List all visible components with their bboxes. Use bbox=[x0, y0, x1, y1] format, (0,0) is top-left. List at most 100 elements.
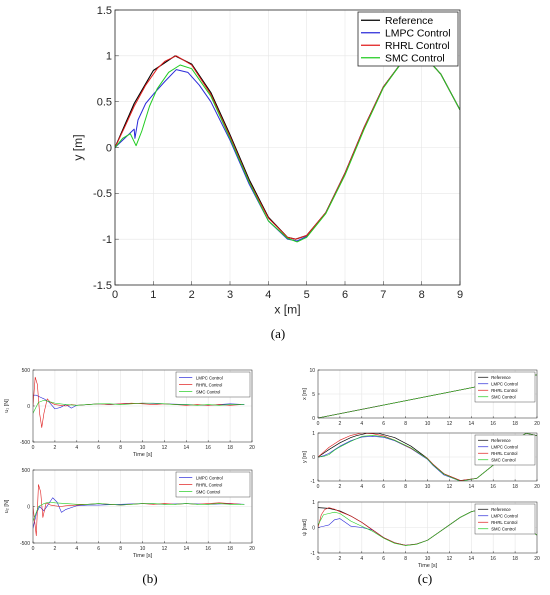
x-tick-label: 16 bbox=[205, 445, 211, 451]
x-tick-label: 16 bbox=[205, 546, 211, 552]
x-tick-label: 16 bbox=[490, 421, 496, 427]
y-tick-label: 0 bbox=[106, 142, 112, 154]
x-tick-label: 12 bbox=[162, 445, 168, 451]
legend-label-smc-control: SMC Control bbox=[385, 54, 445, 65]
y-tick-label: 5 bbox=[312, 392, 315, 398]
x-tick-label: 20 bbox=[534, 421, 540, 427]
x-tick-label: 2 bbox=[339, 421, 342, 427]
x-tick-label: 14 bbox=[184, 546, 190, 552]
legend-label-reference: Reference bbox=[491, 438, 511, 443]
x-tick-label: 8 bbox=[119, 445, 122, 451]
x-tick-label: 18 bbox=[227, 445, 233, 451]
y-tick-label: 0 bbox=[27, 504, 30, 510]
x-tick-label: 6 bbox=[342, 289, 348, 301]
legend-label-smc-control: SMC Control bbox=[491, 458, 515, 463]
y-tick-label: 0 bbox=[312, 525, 315, 531]
x-tick-label: 10 bbox=[425, 421, 431, 427]
x-tick-label: 10 bbox=[425, 556, 431, 562]
y-axis-label: ψ [rad] bbox=[302, 519, 308, 536]
legend-label-lmpc-control: LMPC Control bbox=[196, 475, 223, 480]
legend-label-smc-control: SMC Control bbox=[491, 395, 515, 400]
series-line-smc-control bbox=[33, 399, 245, 414]
x-tick-label: 2 bbox=[54, 445, 57, 451]
x-tick-label: 10 bbox=[140, 546, 146, 552]
x-tick-label: 7 bbox=[380, 289, 386, 301]
x-tick-label: 20 bbox=[534, 556, 540, 562]
y-tick-label: -0.5 bbox=[93, 188, 112, 200]
legend: LMPC Control RHRL Control SMC Control bbox=[175, 371, 251, 398]
x-tick-label: 5 bbox=[304, 289, 310, 301]
x-tick-label: 2 bbox=[54, 546, 57, 552]
y-tick-label: 0 bbox=[312, 416, 315, 422]
x-tick-label: 8 bbox=[404, 421, 407, 427]
x-tick-label: 9 bbox=[457, 289, 463, 301]
x-tick-label: 8 bbox=[404, 556, 407, 562]
x-tick-label: 0 bbox=[317, 484, 320, 490]
x-tick-label: 14 bbox=[469, 556, 475, 562]
x-tick-label: 20 bbox=[249, 546, 255, 552]
x-tick-label: 4 bbox=[360, 484, 363, 490]
panel-label-b: (b) bbox=[142, 571, 157, 586]
x-tick-label: 6 bbox=[97, 445, 100, 451]
x-tick-label: 12 bbox=[447, 556, 453, 562]
x-tick-label: 6 bbox=[382, 484, 385, 490]
legend-label-rhrl-control: RHRL Control bbox=[196, 482, 222, 487]
x-tick-label: 4 bbox=[75, 546, 78, 552]
y-tick-label: 500 bbox=[22, 468, 31, 474]
x-tick-label: 12 bbox=[162, 546, 168, 552]
legend-box bbox=[357, 11, 459, 67]
legend-label-smc-control: SMC Control bbox=[196, 389, 220, 394]
legend-label-rhrl-control: RHRL Control bbox=[491, 388, 517, 393]
x-tick-label: 18 bbox=[512, 484, 518, 490]
y-tick-label: -500 bbox=[20, 440, 30, 446]
panel-label-c: (c) bbox=[418, 571, 432, 586]
y-tick-label: 0 bbox=[27, 404, 30, 410]
chart-c1: 0 2 4 6 8 10 12 14 16 18 20 0 5 10 x [m] Reference LMPC … bbox=[302, 368, 540, 427]
x-tick-label: 6 bbox=[382, 556, 385, 562]
x-tick-label: 3 bbox=[227, 289, 233, 301]
legend-label-lmpc-control: LMPC Control bbox=[385, 29, 451, 40]
x-tick-label: 4 bbox=[75, 445, 78, 451]
x-tick-label: 10 bbox=[425, 484, 431, 490]
y-tick-label: -500 bbox=[20, 541, 30, 547]
panel-label-a: (a) bbox=[271, 326, 285, 341]
x-tick-label: 2 bbox=[339, 556, 342, 562]
x-tick-label: 0 bbox=[32, 445, 35, 451]
legend-label-lmpc-control: LMPC Control bbox=[491, 445, 518, 450]
legend: LMPC Control RHRL Control SMC Control bbox=[175, 471, 251, 498]
x-tick-label: 18 bbox=[227, 546, 233, 552]
x-tick-label: 20 bbox=[534, 484, 540, 490]
y-tick-label: 0 bbox=[312, 455, 315, 461]
y-axis-label: y [m] bbox=[302, 451, 308, 463]
y-tick-label: 1 bbox=[312, 431, 315, 437]
x-axis-label: Time [s] bbox=[133, 553, 153, 559]
y-tick-label: 500 bbox=[22, 368, 31, 374]
y-tick-label: -1.5 bbox=[93, 280, 112, 292]
x-tick-label: 4 bbox=[360, 421, 363, 427]
x-tick-label: 0 bbox=[112, 289, 118, 301]
x-tick-label: 14 bbox=[184, 445, 190, 451]
y-tick-label: 1 bbox=[106, 51, 112, 63]
legend-label-reference: Reference bbox=[491, 375, 511, 380]
x-tick-label: 6 bbox=[97, 546, 100, 552]
legend-label-rhrl-control: RHRL Control bbox=[491, 520, 517, 525]
y-tick-label: -1 bbox=[311, 551, 316, 557]
y-tick-label: -1 bbox=[102, 234, 112, 246]
legend-label-rhrl-control: RHRL Control bbox=[196, 382, 222, 387]
chart-a: 0 1 2 3 4 5 6 7 8 9 -1.5 -1 -0.5 0 0.5 1 1.5 x [m] y [m] Re… bbox=[71, 5, 463, 317]
x-tick-label: 0 bbox=[317, 556, 320, 562]
legend-label-lmpc-control: LMPC Control bbox=[196, 375, 223, 380]
x-tick-label: 18 bbox=[512, 421, 518, 427]
x-tick-label: 12 bbox=[447, 484, 453, 490]
x-tick-label: 0 bbox=[317, 421, 320, 427]
legend-label-rhrl-control: RHRL Control bbox=[491, 451, 517, 456]
x-tick-label: 8 bbox=[119, 546, 122, 552]
y-tick-label: 10 bbox=[309, 368, 315, 374]
y-axis-label: u₂ [N] bbox=[4, 499, 10, 513]
y-tick-label: -1 bbox=[311, 479, 316, 485]
